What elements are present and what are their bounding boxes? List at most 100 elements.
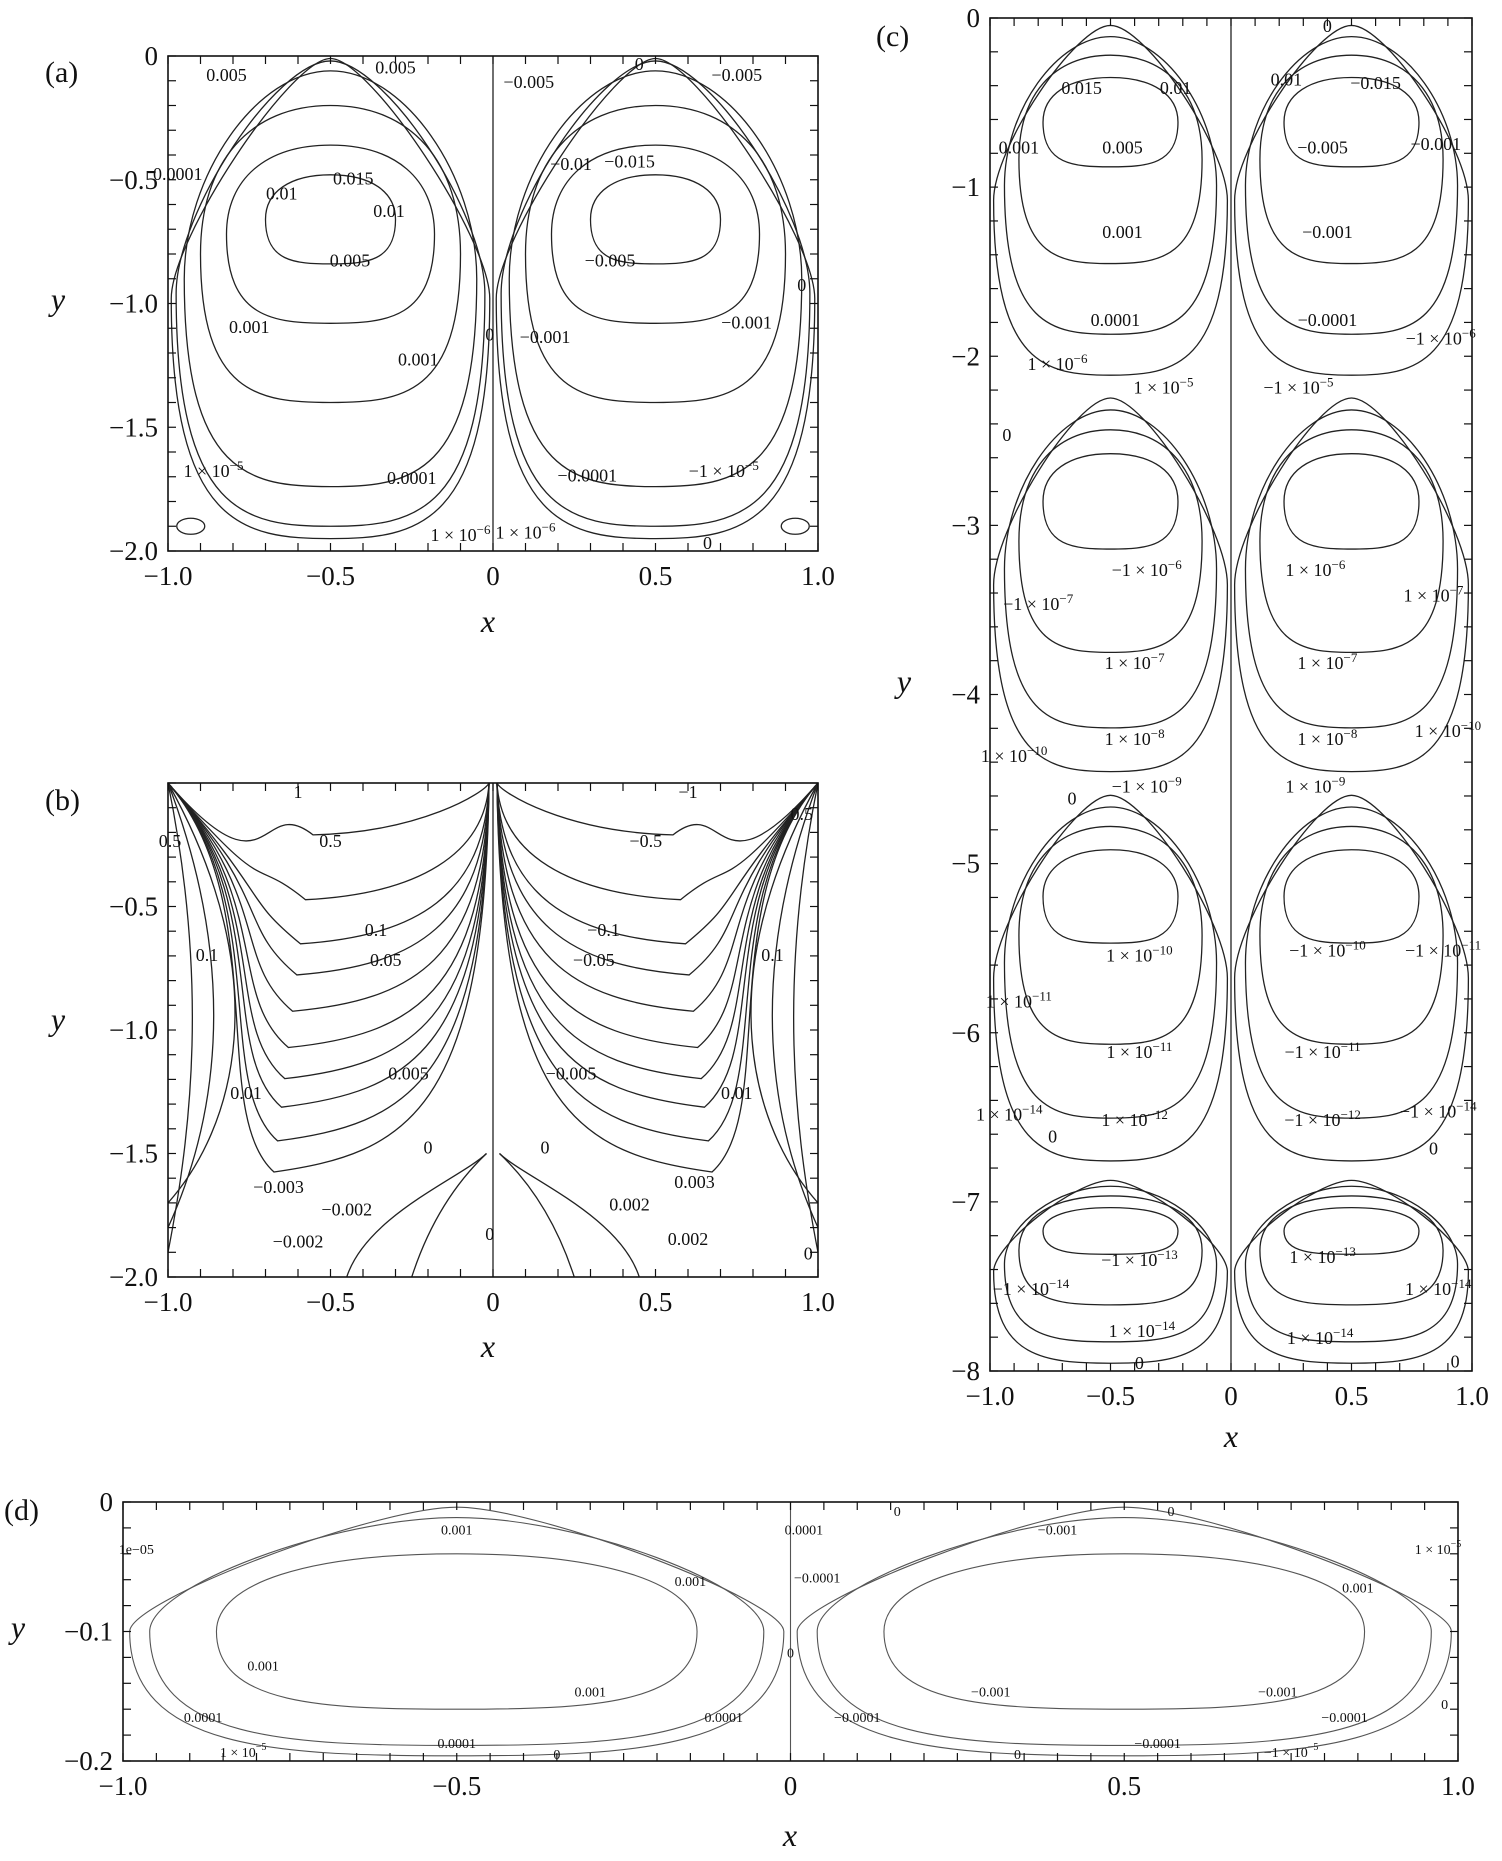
contour-label: −1 × 10−14: [1400, 1098, 1477, 1121]
contour-label: 0.005: [330, 250, 371, 270]
contour-label: 0.5: [159, 831, 182, 851]
contour: [496, 782, 819, 976]
contour-label: 0.005: [1102, 137, 1143, 157]
contour-label: 0.01: [266, 184, 298, 204]
contour: [496, 782, 819, 1108]
cell-contour: [1244, 409, 1459, 729]
contour-label: −1 × 10−5: [1264, 1742, 1318, 1761]
contour-label: 1 × 10−13: [1289, 1244, 1356, 1267]
contour-label: 1 × 10−14: [1405, 1276, 1472, 1299]
panel-b: (b) −1.0 −0.5 0 0.5 1.0 −0.5 −1.0 −1.5 −2.0 x y 1 −1 0…: [45, 782, 835, 1364]
contour-label: 0: [1451, 1352, 1460, 1372]
contour-label: 0.0001: [184, 1711, 223, 1726]
y-axis-label: y: [48, 1001, 66, 1037]
contour-label: −0.1: [587, 920, 620, 940]
contour-label: 0.0001: [785, 1523, 824, 1538]
contour-label: 0.1: [761, 945, 784, 965]
cell-contour: [225, 144, 436, 324]
x-tick-label: 0: [486, 1287, 500, 1317]
x-axis-label: x: [782, 1817, 797, 1853]
contour-label: −0.05: [573, 950, 615, 970]
y-tick-label: −0.2: [64, 1746, 113, 1776]
contour-label: 1 × 10−10: [1415, 718, 1482, 741]
cell-contour: [149, 1516, 765, 1747]
contour-label: 0.05: [370, 950, 402, 970]
y-tick-label: 0: [967, 3, 981, 33]
y-tick-label: −1: [951, 172, 980, 202]
cell-contour: [264, 174, 397, 265]
contour-label: 0: [804, 1244, 813, 1264]
contour-label: 0.1: [365, 920, 388, 940]
contour-label: 0.0001: [438, 1737, 477, 1752]
contour-label: −0.0001: [1321, 1711, 1367, 1726]
contour-label: 0.01: [1160, 78, 1192, 98]
panel-d: (d) −1.0 −0.5 0 0.5 1.0 0 −0.1 −0.2 x y 0.001 0.001 0…: [4, 1487, 1475, 1853]
cell-contour: [1233, 1179, 1470, 1364]
x-tick-label: 0: [486, 561, 500, 591]
contour: [499, 1153, 640, 1278]
contour: [167, 782, 193, 1253]
contour-label: −1 × 10−6: [1112, 557, 1183, 580]
contour-label: −0.0001: [794, 1571, 840, 1586]
contour-label: 0: [1167, 1505, 1174, 1520]
contour-label: 0: [485, 325, 494, 345]
panel-label: (c): [876, 20, 909, 53]
contour: [167, 782, 490, 842]
contour-label: 0: [894, 1505, 901, 1520]
x-tick-label: 1.0: [1455, 1381, 1489, 1411]
contour-label: 0.001: [1342, 1582, 1374, 1597]
cell-contour: [1042, 849, 1179, 944]
y-tick-label: −0.5: [109, 892, 158, 922]
cell-contour: [129, 1506, 785, 1757]
cell-contour: [1003, 35, 1218, 335]
x-axis-label: x: [480, 1328, 495, 1364]
contour-label: 0.01: [721, 1083, 753, 1103]
x-tick-label: 0.5: [1335, 1381, 1369, 1411]
y-tick-label: −2.0: [109, 536, 158, 566]
contour-label: −1 × 10−11: [1284, 1039, 1360, 1062]
panel-label: (a): [45, 56, 78, 89]
cell-contour: [1018, 1195, 1203, 1306]
contour-label: 1 × 10−6: [431, 522, 491, 545]
y-axis-label: y: [894, 663, 912, 699]
contour-label: 0.5: [319, 831, 342, 851]
x-tick-label: −1.0: [144, 1287, 193, 1317]
contour-label: 1 × 10−8: [1105, 726, 1165, 749]
contour-label: −0.0001: [834, 1711, 880, 1726]
contour: [496, 782, 819, 1080]
contour-label: 0.003: [674, 1172, 715, 1192]
contour-label: 0.001: [229, 317, 270, 337]
contour-label: 0: [541, 1138, 550, 1158]
cell-contour: [1018, 54, 1203, 265]
contour-label: −0.001: [971, 1685, 1010, 1700]
contour-label: 1 × 10−9: [1285, 774, 1345, 797]
contour: [167, 782, 490, 1080]
contour-label: 0.001: [575, 1685, 607, 1700]
y-axis-label: y: [8, 1609, 26, 1645]
contour: [496, 782, 819, 1142]
y-tick-label: −8: [951, 1356, 980, 1386]
cell-contour: [1283, 1206, 1420, 1255]
contour-label: 1 × 10−6: [1027, 351, 1087, 374]
cell-contour: [1003, 409, 1218, 729]
cell-contour: [199, 104, 462, 404]
contour-label: −0.5: [629, 831, 662, 851]
contour-label: −0.01: [550, 154, 592, 174]
contour-label: 0: [485, 1224, 494, 1244]
contour-label: 0: [553, 1748, 560, 1763]
y-tick-label: −4: [951, 680, 980, 710]
cell-contour: [1233, 24, 1470, 376]
cell-contour: [883, 1553, 1366, 1710]
y-tick-label: 0: [100, 1487, 114, 1517]
x-tick-label: 0: [784, 1771, 798, 1801]
contour-label: 0.0001: [387, 468, 437, 488]
contour-label: −0.001: [1258, 1685, 1297, 1700]
contour-label: 1 × 10−5: [1415, 1539, 1462, 1558]
cell-contour: [992, 794, 1229, 1162]
contour: [499, 1153, 575, 1278]
contour-label: 1 × 10−10: [981, 743, 1048, 766]
panel-c: (c)−1.0 −0.5 0 0.5 1.00−1−2−3−4−5−6−7−8xy00.…: [876, 3, 1489, 1454]
y-tick-label: −5: [951, 849, 980, 879]
contour: [793, 782, 819, 1253]
